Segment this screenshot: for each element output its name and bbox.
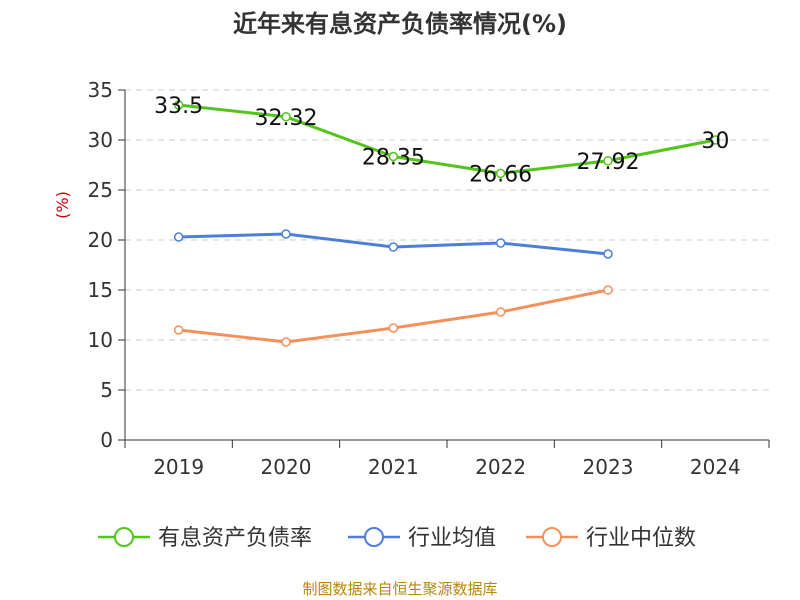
y-tick-label: 20 [88, 228, 113, 252]
x-tick-label: 2020 [261, 455, 312, 479]
y-tick-label: 35 [88, 78, 113, 102]
data-point [495, 307, 506, 317]
y-tick-label: 0 [100, 428, 113, 452]
data-point [281, 337, 291, 347]
data-label: 27.92 [577, 150, 640, 175]
y-tick-label: 15 [88, 278, 113, 302]
source-note: 制图数据来自恒生聚源数据库 [302, 580, 498, 598]
data-point [495, 168, 506, 179]
series-line-0 [178, 103, 716, 175]
data-point [495, 238, 506, 248]
y-tick-label: 30 [88, 128, 113, 152]
x-tick-label: 2022 [475, 455, 526, 479]
x-tick-label: 2024 [690, 455, 741, 479]
y-tick-label: 10 [88, 328, 113, 352]
x-tick-label: 2021 [368, 455, 419, 479]
grid-lines [125, 89, 769, 391]
y-tick-label: 5 [100, 378, 113, 402]
data-point [281, 112, 291, 122]
legend-label: 行业中位数 [586, 526, 696, 551]
axes: 0 5 10 15 20 25 30 35 2019 2020 2021 2022 2023 2024 (%… [53, 78, 770, 479]
data-point [281, 229, 291, 239]
data-point [388, 323, 399, 333]
legend-label: 有息资产负债率 [158, 526, 312, 551]
data-point [388, 242, 399, 252]
data-label: 30 [701, 129, 729, 154]
data-point [173, 100, 184, 110]
y-axis-label: (%) [53, 191, 72, 219]
data-label: 26.66 [469, 162, 532, 187]
legend-label: 行业均值 [408, 526, 496, 551]
legend-item-2: 行业中位数 [526, 526, 696, 551]
series-group [173, 100, 721, 347]
data-label: 32.32 [255, 106, 318, 131]
chart-title: 近年来有息资产负债率情况(%) [233, 10, 567, 38]
legend-swatch-marker [114, 527, 134, 547]
data-point [603, 285, 613, 295]
x-tick-label: 2023 [583, 455, 634, 479]
data-point [173, 232, 184, 242]
y-tick-label: 25 [88, 178, 113, 202]
data-labels: 33.5 32.32 28.35 26.66 27.92 30 [154, 94, 729, 187]
data-point [603, 249, 613, 259]
legend-swatch-marker [364, 527, 384, 547]
legend-item-0: 有息资产负债率 [98, 526, 312, 551]
legend-item-1: 行业均值 [348, 526, 496, 551]
data-label: 33.5 [154, 94, 203, 119]
legend-swatch-marker [542, 527, 562, 547]
legend: 有息资产负债率 行业均值 行业中位数 [98, 526, 696, 551]
data-point [603, 156, 613, 166]
data-point [173, 325, 184, 335]
x-tick-label: 2019 [153, 455, 204, 479]
data-point [710, 135, 721, 145]
series-line-2 [178, 288, 609, 344]
data-label: 28.35 [362, 146, 425, 171]
data-point [388, 151, 399, 162]
